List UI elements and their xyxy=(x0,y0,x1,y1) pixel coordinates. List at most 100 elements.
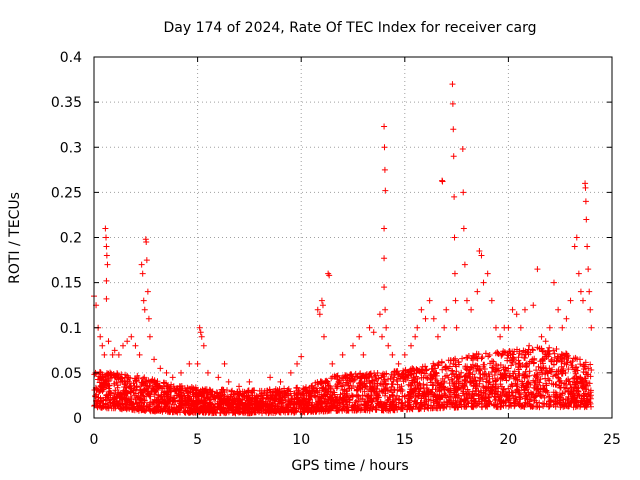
roti-point xyxy=(104,261,111,268)
roti-point xyxy=(277,378,284,385)
roti-point xyxy=(382,306,389,313)
roti-point xyxy=(370,329,377,336)
roti-noise-band xyxy=(91,344,595,417)
roti-point xyxy=(111,347,118,354)
roti-point xyxy=(584,243,591,250)
y-tick-label: 0 xyxy=(73,411,82,427)
roti-point xyxy=(478,252,485,259)
roti-point xyxy=(379,333,386,340)
y-tick-label: 0.2 xyxy=(60,231,82,247)
roti-point xyxy=(120,342,127,349)
roti-point xyxy=(461,261,468,268)
roti-point xyxy=(326,272,333,279)
roti-point xyxy=(376,311,383,318)
roti-point xyxy=(225,378,232,385)
roti-point xyxy=(197,329,204,336)
roti-point xyxy=(385,342,392,349)
roti-point xyxy=(105,338,112,345)
roti-point xyxy=(453,324,460,331)
roti-point xyxy=(144,288,151,295)
roti-point xyxy=(103,252,110,259)
roti-point xyxy=(329,360,336,367)
roti-point xyxy=(579,297,586,304)
roti-point xyxy=(267,374,274,381)
roti-point xyxy=(585,266,592,273)
grid-layer xyxy=(94,57,612,418)
roti-point xyxy=(434,333,441,340)
x-axis-label: GPS time / hours xyxy=(291,458,408,474)
roti-point xyxy=(140,297,147,304)
roti-point xyxy=(509,306,516,313)
roti-point xyxy=(476,248,483,255)
roti-point xyxy=(102,225,109,232)
roti-point xyxy=(451,193,458,200)
roti-point xyxy=(138,261,145,268)
roti-point xyxy=(497,333,504,340)
roti-point xyxy=(577,288,584,295)
roti-point xyxy=(383,324,390,331)
roti-point xyxy=(505,324,512,331)
roti-point xyxy=(143,257,150,264)
roti-point xyxy=(480,279,487,286)
roti-point xyxy=(339,351,346,358)
roti-point xyxy=(530,302,537,309)
roti-point xyxy=(450,153,457,160)
roti-point xyxy=(571,243,578,250)
roti-point xyxy=(389,351,396,358)
roti-point xyxy=(538,333,545,340)
roti-point xyxy=(586,288,593,295)
roti-point xyxy=(141,306,148,313)
roti-point xyxy=(99,342,106,349)
roti-point xyxy=(103,277,110,284)
roti-point xyxy=(426,297,433,304)
roti-point xyxy=(246,378,253,385)
roti-point xyxy=(366,324,373,331)
roti-point xyxy=(521,306,528,313)
roti-point xyxy=(186,360,193,367)
roti-point xyxy=(139,270,146,277)
roti-point xyxy=(163,369,170,376)
roti-point xyxy=(460,189,467,196)
roti-point xyxy=(103,295,110,302)
roti-point xyxy=(350,342,356,349)
roti-point xyxy=(136,351,143,358)
roti-point xyxy=(256,387,263,394)
roti-point xyxy=(484,270,491,277)
roti-point xyxy=(356,333,363,340)
roti-point xyxy=(109,351,116,358)
roti-point xyxy=(196,324,203,331)
x-tick-label: 10 xyxy=(292,432,310,448)
roti-point xyxy=(143,239,150,246)
y-tick-label: 0.4 xyxy=(60,50,82,66)
roti-point xyxy=(441,324,448,331)
roti-point xyxy=(422,315,429,322)
roti-point xyxy=(146,333,153,340)
roti-point xyxy=(308,392,315,399)
roti-point xyxy=(302,387,309,394)
roti-point xyxy=(567,297,574,304)
roti-point xyxy=(460,225,467,232)
roti-point xyxy=(513,311,520,318)
x-tick-label: 15 xyxy=(396,432,414,448)
roti-point xyxy=(449,100,456,107)
roti-point xyxy=(101,351,108,358)
roti-point xyxy=(314,306,321,313)
roti-point xyxy=(575,270,582,277)
roti-point xyxy=(559,324,566,331)
roti-point xyxy=(320,333,327,340)
roti-point xyxy=(449,81,456,88)
roti-point xyxy=(157,365,164,372)
roti-point xyxy=(103,243,110,250)
roti-point xyxy=(452,297,459,304)
roti-point xyxy=(381,255,388,262)
roti-point xyxy=(526,342,533,349)
roti-point xyxy=(550,279,557,286)
roti-point xyxy=(414,324,421,331)
roti-point xyxy=(200,342,207,349)
y-tick-label: 0.1 xyxy=(60,321,82,337)
roti-point xyxy=(451,234,458,241)
roti-point xyxy=(204,369,211,376)
roti-point xyxy=(534,266,541,273)
roti-point xyxy=(582,184,589,191)
